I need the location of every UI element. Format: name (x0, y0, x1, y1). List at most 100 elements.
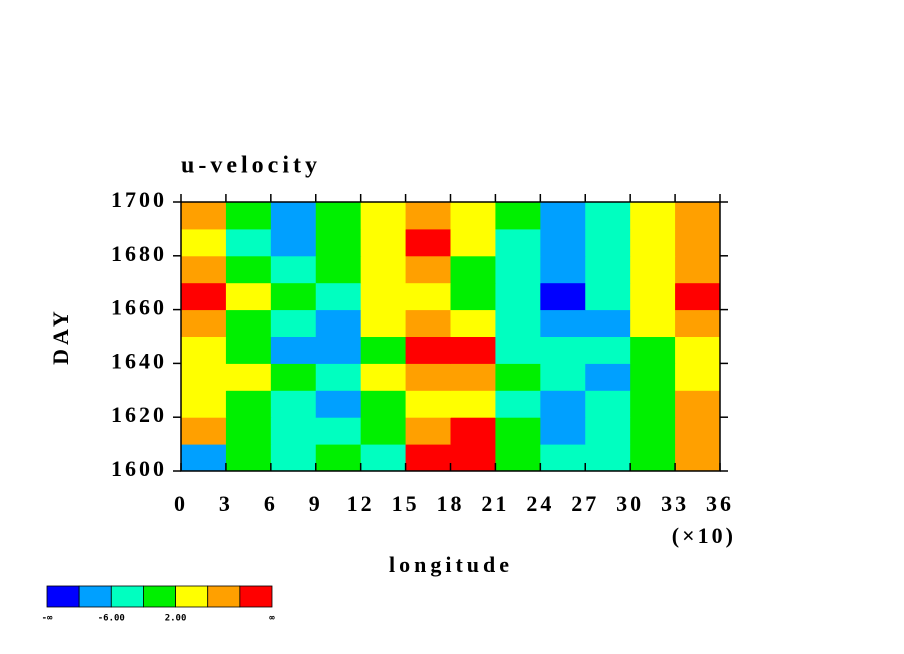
x-tick-label: 21 (481, 491, 509, 516)
cell (315, 255, 362, 284)
cell (405, 255, 451, 284)
cell (540, 202, 586, 230)
x-multiplier: (×10) (672, 523, 736, 548)
cell (450, 417, 496, 445)
cell (181, 309, 227, 337)
y-tick-label: 1680 (111, 241, 167, 266)
cell (405, 390, 451, 418)
x-tick-label: 27 (571, 491, 599, 516)
cell (585, 390, 631, 418)
cell (675, 255, 721, 284)
cell (315, 228, 362, 257)
cell (181, 417, 227, 445)
cell (181, 390, 227, 418)
cell (225, 444, 272, 472)
colorbar-label: 2.00 (165, 614, 187, 624)
cell (450, 202, 496, 230)
cell (225, 309, 272, 337)
cell (675, 417, 721, 445)
cell (630, 202, 676, 230)
x-tick-label: 12 (347, 491, 375, 516)
colorbar-swatch (143, 585, 176, 608)
cell (675, 202, 721, 230)
cell (270, 255, 317, 284)
cell (225, 417, 272, 445)
cell (675, 336, 721, 364)
cell (585, 255, 631, 284)
cell (540, 444, 586, 472)
cell (540, 390, 586, 418)
cell (225, 202, 272, 230)
x-tick-label: 33 (661, 491, 689, 516)
cell (495, 228, 541, 257)
cell (495, 202, 541, 230)
cell (181, 363, 227, 391)
cell (450, 282, 496, 311)
cell (495, 309, 541, 337)
x-tick-label: 24 (526, 491, 554, 516)
cell (630, 444, 676, 472)
cell (585, 417, 631, 445)
cell (630, 282, 676, 311)
cell (225, 228, 272, 257)
cell (225, 336, 272, 364)
cell (181, 282, 227, 311)
cell (450, 390, 496, 418)
cell (450, 363, 496, 391)
cell (315, 202, 362, 230)
cell (630, 228, 676, 257)
cell (270, 390, 317, 418)
cell (675, 390, 721, 418)
cell (360, 444, 407, 472)
cell (270, 444, 317, 472)
cell (270, 202, 317, 230)
x-tick-label: 0 (174, 491, 188, 516)
x-tick-label: 18 (437, 491, 465, 516)
cell (315, 309, 362, 337)
cell (270, 336, 317, 364)
cell (630, 255, 676, 284)
cell (675, 228, 721, 257)
cell (405, 309, 451, 337)
cell (405, 444, 451, 472)
y-tick-label: 1640 (111, 348, 167, 373)
cell (630, 309, 676, 337)
cell (450, 255, 496, 284)
cell (450, 336, 496, 364)
cell (315, 363, 362, 391)
cell (405, 282, 451, 311)
cell (675, 309, 721, 337)
y-tick-label: 1620 (111, 402, 167, 427)
colorbar-label: -6.00 (98, 614, 125, 624)
colorbar-label: -∞ (42, 614, 53, 624)
cell (585, 444, 631, 472)
x-tick-label: 9 (309, 491, 323, 516)
colorbar-label: ∞ (269, 614, 275, 624)
cell (270, 363, 317, 391)
cell (675, 363, 721, 391)
cell (270, 309, 317, 337)
cell (495, 282, 541, 311)
cell (630, 417, 676, 445)
cell (315, 417, 362, 445)
colorbar-swatch (78, 585, 112, 608)
cell (630, 390, 676, 418)
x-tick-label: 3 (219, 491, 233, 516)
cell (360, 390, 407, 418)
x-axis-label: longitude (389, 552, 513, 577)
cell (225, 282, 272, 311)
colorbar-swatch (239, 585, 273, 608)
colorbar-swatch (207, 585, 241, 608)
cell (540, 228, 586, 257)
cell (270, 228, 317, 257)
cell (181, 336, 227, 364)
cell (585, 228, 631, 257)
cell (585, 202, 631, 230)
cell (225, 390, 272, 418)
cell (675, 282, 721, 311)
cell (270, 417, 317, 445)
colorbar-swatch (175, 585, 209, 608)
cell (315, 390, 362, 418)
cell (315, 336, 362, 364)
